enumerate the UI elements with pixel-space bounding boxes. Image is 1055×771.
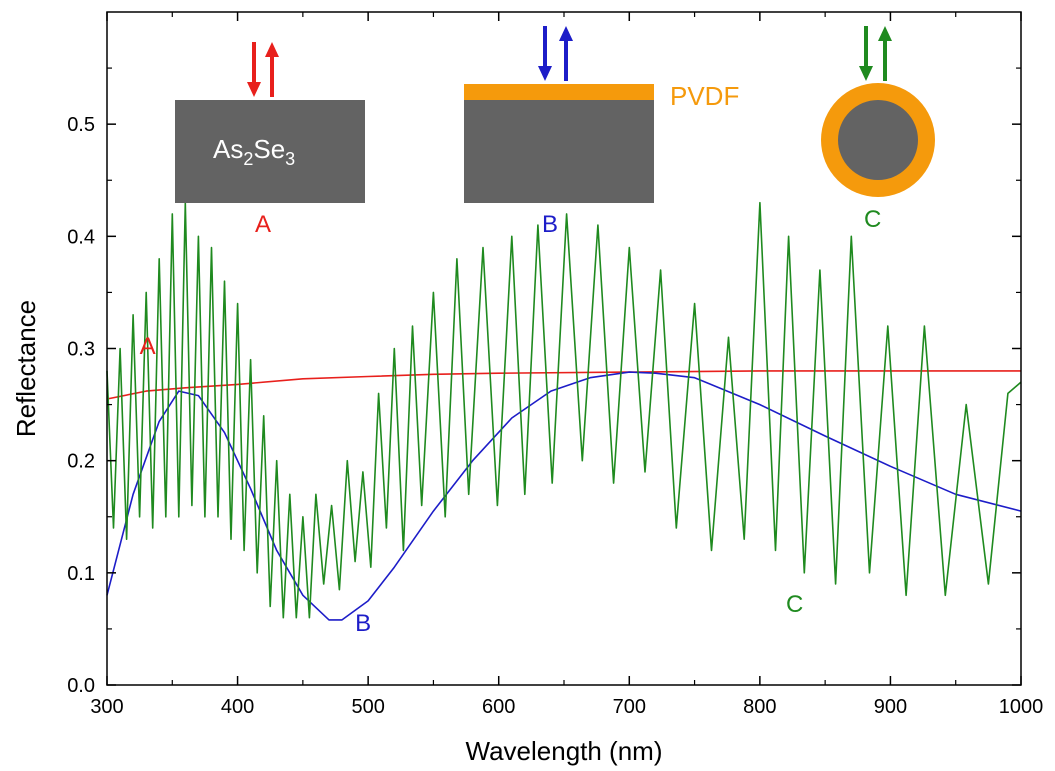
inset-c-label: C [864,206,881,233]
series-line-c [106,201,1022,619]
inset-a: As2Se3 A [175,42,365,238]
y-tick-label: 0.3 [67,339,95,361]
frame-layer: 300 400 500 600 700 800 900 1000 0.0 0.1 0.2 0.3 0.4… [11,11,1044,766]
inset-a-material-as: As [213,134,243,164]
inset-c-core [838,100,918,180]
x-tick-label: 400 [221,696,254,718]
series-label-c: C [786,591,803,618]
inset-c-arrow-down [859,26,873,81]
inset-b-arrow-up [559,26,573,81]
series-layer: A B C [106,201,1022,637]
y-tick-label: 0.1 [67,563,95,585]
inset-a-arrow-down [247,42,261,97]
inset-c-arrow-up [878,26,892,81]
y-tick-label: 0.0 [67,675,95,697]
series-label-a: A [140,333,156,360]
inset-b-coating [464,84,654,100]
inset-b-arrow-down [538,26,552,81]
inset-a-substrate [175,100,365,203]
inset-a-material-se: Se [253,134,285,164]
series-line-a [106,370,1021,400]
series-line-b [106,371,1022,621]
inset-a-label: A [255,211,271,238]
x-tick-label: 300 [90,696,123,718]
y-tick-label: 0.2 [67,451,95,473]
inset-b: PVDF B [464,26,739,238]
y-tick-label: 0.5 [67,114,95,136]
x-tick-label: 500 [351,696,384,718]
x-tick-label: 700 [613,696,646,718]
inset-a-material-sub2: 3 [285,149,295,169]
x-axis-title: Wavelength (nm) [466,736,663,766]
x-tick-label: 900 [874,696,907,718]
inset-b-substrate [464,100,654,203]
x-tick-label: 600 [482,696,515,718]
inset-a-arrow-up [265,42,279,97]
x-tick-label: 1000 [999,696,1044,718]
x-tick-label: 800 [743,696,776,718]
y-tick-label: 0.4 [67,226,95,248]
series-label-b: B [355,610,371,637]
inset-b-coating-label: PVDF [670,81,739,111]
inset-a-material-label: As2Se3 [213,134,295,169]
inset-c: C [821,26,935,233]
inset-a-material-sub1: 2 [243,149,253,169]
inset-b-label: B [542,211,558,238]
y-axis-title: Reflectance [11,300,41,437]
